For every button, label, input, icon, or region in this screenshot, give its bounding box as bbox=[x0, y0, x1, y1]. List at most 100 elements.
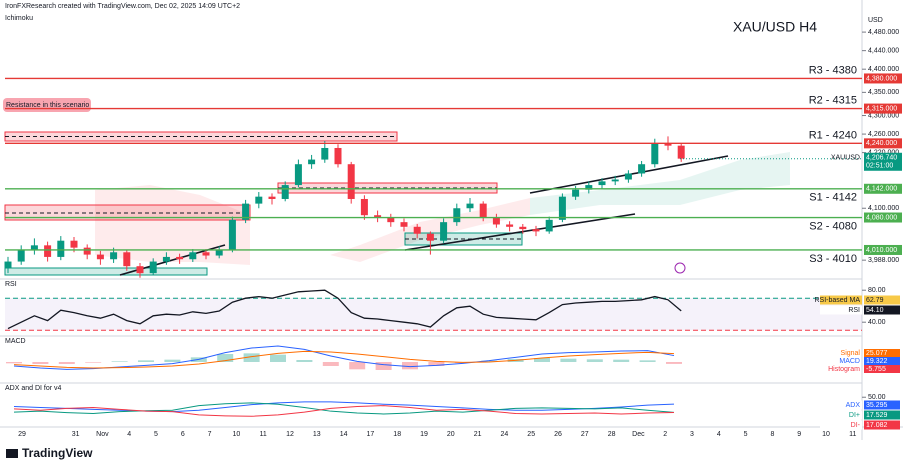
note: Resistance in this scenario bbox=[6, 102, 89, 109]
candle-body bbox=[664, 143, 672, 146]
badge-name-box bbox=[820, 420, 862, 430]
level-badge bbox=[864, 244, 902, 255]
badge-value: 17.529 bbox=[866, 412, 888, 419]
y-tick-label: 4,300.000 bbox=[868, 112, 899, 119]
candle-body bbox=[545, 219, 553, 232]
badge-value-box bbox=[864, 349, 900, 357]
candle-body bbox=[519, 226, 527, 230]
badge-value-box bbox=[864, 420, 900, 430]
candle-body bbox=[598, 181, 606, 186]
trendline bbox=[404, 213, 636, 251]
histogram-bar bbox=[296, 360, 313, 362]
series-line bbox=[7, 289, 682, 330]
candle-body bbox=[558, 196, 566, 220]
y-tick-label: 4,100.000 bbox=[868, 205, 899, 212]
histogram-bar bbox=[138, 360, 154, 362]
candle-body bbox=[492, 217, 500, 225]
candle-body bbox=[611, 179, 619, 182]
badge-value-box bbox=[864, 365, 900, 373]
candle-body bbox=[572, 189, 580, 197]
candle-body bbox=[110, 252, 118, 260]
candle-body bbox=[281, 185, 289, 199]
chart-title: XAU/USD H4 bbox=[733, 19, 817, 35]
badge-value: 17.082 bbox=[866, 422, 888, 429]
panel-title: MACD bbox=[5, 338, 26, 345]
level-name: R2 - 4315 bbox=[809, 94, 857, 106]
badge-name: MACD bbox=[839, 358, 860, 365]
level-badge bbox=[864, 212, 902, 223]
level-badge-label: 4,080.000 bbox=[866, 214, 897, 221]
x-tick-label: 4 bbox=[127, 431, 131, 438]
level-badge-label: 4,380.000 bbox=[866, 75, 897, 82]
badge-value: 19.322 bbox=[866, 358, 888, 365]
y-tick-label: 4,260.000 bbox=[868, 131, 899, 138]
level-badge-label: 4,142.000 bbox=[866, 186, 897, 193]
candle-body bbox=[4, 261, 12, 269]
histogram-bar bbox=[349, 362, 366, 370]
histogram-bar bbox=[111, 361, 128, 362]
x-tick-label: 2 bbox=[663, 431, 667, 438]
x-tick-label: 10 bbox=[822, 431, 830, 438]
x-tick-label: 21 bbox=[474, 431, 482, 438]
x-tick-label: 17 bbox=[367, 431, 375, 438]
level-badge bbox=[864, 138, 902, 149]
candle-body bbox=[440, 222, 448, 241]
panel-title: ADX and DI for v4 bbox=[5, 385, 62, 392]
histogram-bar bbox=[428, 362, 445, 366]
histogram-bar bbox=[164, 359, 181, 362]
badge-name: RSI-based MA bbox=[814, 297, 860, 304]
histogram-bar bbox=[6, 362, 22, 364]
resistance-zone bbox=[277, 182, 498, 194]
x-tick-label: Dec bbox=[632, 431, 645, 438]
x-tick-label: 5 bbox=[154, 431, 158, 438]
candle-body bbox=[228, 219, 236, 250]
badge-name: RSI bbox=[848, 307, 860, 314]
series-line bbox=[13, 350, 675, 369]
x-tick-label: 6 bbox=[181, 431, 185, 438]
x-tick-label: 13 bbox=[313, 431, 321, 438]
x-tick-label: 28 bbox=[608, 431, 616, 438]
candle-body bbox=[677, 145, 685, 159]
candle-body bbox=[202, 252, 210, 256]
candle-body bbox=[426, 233, 434, 241]
level-badge-label: 4,010.000 bbox=[866, 247, 897, 254]
level-badge bbox=[864, 183, 902, 194]
candle-body bbox=[96, 254, 104, 260]
y-tick-label: 50.00 bbox=[868, 394, 886, 401]
badge-value-box bbox=[864, 357, 900, 365]
last-price-symbol: XAUUSD bbox=[831, 155, 860, 162]
x-tick-label: 5 bbox=[744, 431, 748, 438]
candle-body bbox=[532, 229, 540, 232]
event-icon bbox=[674, 262, 686, 274]
y-tick-label: 4,440.000 bbox=[868, 47, 899, 54]
candle-body bbox=[123, 252, 131, 267]
badge-name: Signal bbox=[841, 350, 861, 357]
level-name: R3 - 4380 bbox=[809, 64, 857, 76]
x-tick-label: Nov bbox=[96, 431, 109, 438]
level-name: S1 - 4142 bbox=[809, 192, 857, 204]
series-line bbox=[13, 401, 675, 413]
histogram-bar bbox=[375, 362, 392, 370]
badge-value: 54.10 bbox=[866, 307, 884, 314]
candle-body bbox=[374, 215, 382, 218]
histogram-bar bbox=[402, 362, 418, 370]
badge-name: ADX bbox=[846, 402, 861, 409]
badge-value-box bbox=[864, 305, 900, 315]
support-zone bbox=[4, 267, 208, 276]
badge-value: 62.79 bbox=[866, 297, 884, 304]
histogram-bar bbox=[85, 362, 102, 363]
candle-body bbox=[638, 164, 646, 174]
x-tick-label: 19 bbox=[420, 431, 428, 438]
badge-name-box bbox=[820, 295, 862, 305]
y-tick-label: 3,988.000 bbox=[868, 257, 899, 264]
x-tick-label: 8 bbox=[770, 431, 774, 438]
series-line bbox=[13, 405, 675, 417]
x-tick-label: 20 bbox=[447, 431, 455, 438]
candle-body bbox=[321, 147, 329, 160]
candle-body bbox=[308, 159, 316, 165]
x-tick-label: 3 bbox=[690, 431, 694, 438]
badge-name: DI- bbox=[851, 422, 861, 429]
badge-name-box bbox=[820, 305, 862, 315]
level-badge bbox=[864, 73, 902, 84]
